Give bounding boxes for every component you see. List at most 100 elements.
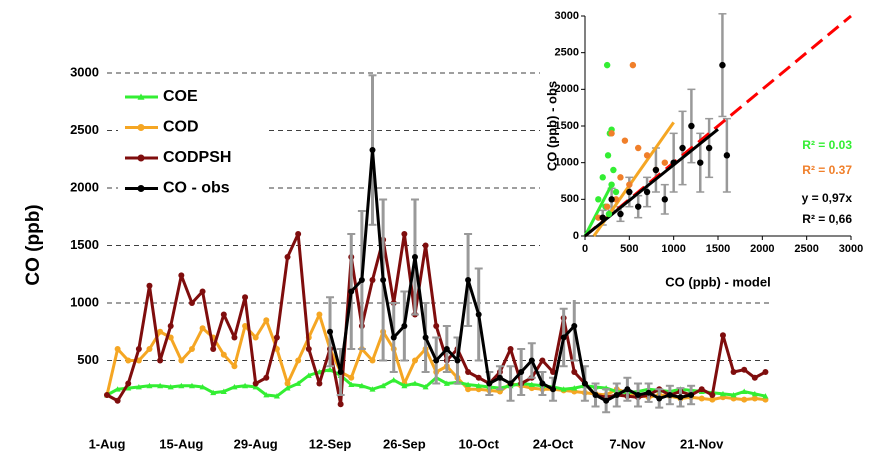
data-point: [146, 282, 153, 289]
data-point: [422, 242, 429, 249]
data-point: [114, 397, 121, 404]
data-point: [571, 369, 578, 375]
scatter-point: [617, 210, 624, 218]
x-tick-label: 21-Nov: [680, 436, 724, 451]
legend-marker: [137, 154, 145, 162]
data-point: [571, 323, 578, 329]
scatter-point: [595, 214, 602, 221]
scatter-point: [661, 196, 668, 203]
data-point: [454, 357, 461, 364]
data-point: [167, 334, 174, 341]
scatter-point: [612, 188, 620, 196]
data-point: [465, 386, 472, 393]
data-point: [295, 231, 302, 237]
data-point: [178, 382, 185, 389]
data-point: [252, 380, 259, 387]
x-tick-label: 1000: [661, 243, 685, 255]
data-point: [741, 396, 748, 403]
legend-label: CODPSH: [163, 149, 231, 166]
x-tick-label: 1-Aug: [89, 436, 126, 451]
data-point: [443, 346, 450, 352]
data-point: [613, 392, 620, 398]
data-point: [242, 382, 249, 389]
data-point: [178, 272, 185, 279]
data-point: [114, 346, 121, 352]
annotation: R² = 0,66: [802, 212, 852, 226]
data-point: [539, 380, 546, 387]
data-point: [422, 334, 429, 341]
data-point: [263, 317, 270, 324]
scatter-point: [621, 137, 629, 144]
data-point: [635, 392, 641, 398]
data-point: [666, 392, 673, 398]
data-point: [242, 323, 249, 329]
data-point: [433, 357, 440, 364]
x-tick-label: 3000: [839, 243, 863, 255]
scatter-point: [595, 196, 602, 203]
x-tick-label: 0: [582, 243, 588, 255]
data-point: [719, 390, 726, 397]
data-point: [348, 374, 355, 381]
y-tick-label: 500: [561, 193, 579, 205]
x-tick-label: 10-Oct: [458, 436, 499, 451]
data-point: [645, 389, 652, 396]
scatter-point: [608, 181, 615, 188]
data-point: [369, 147, 376, 154]
data-point: [560, 386, 567, 392]
scatter-point: [610, 166, 617, 174]
data-point: [273, 393, 280, 399]
data-point: [677, 394, 684, 401]
data-point: [698, 386, 705, 393]
data-point: [507, 346, 514, 352]
data-point: [125, 385, 132, 391]
scatter-point: [599, 174, 606, 181]
fit-line: [583, 183, 613, 237]
data-point: [199, 325, 206, 332]
data-point: [475, 374, 482, 381]
data-point: [751, 374, 758, 381]
data-point: [730, 369, 737, 375]
data-point: [146, 382, 153, 389]
scatter-point: [605, 210, 613, 218]
data-point: [337, 369, 344, 375]
scatter-point: [626, 181, 633, 188]
data-point: [220, 388, 227, 394]
annotation: y = 0,97x: [802, 191, 853, 205]
data-point: [751, 395, 758, 402]
data-point: [146, 346, 153, 352]
data-point: [550, 386, 557, 393]
data-point: [188, 300, 195, 306]
x-tick-label: 29-Aug: [234, 436, 278, 451]
data-point: [571, 385, 578, 391]
data-point: [709, 396, 716, 403]
data-point: [411, 254, 418, 260]
fit-line: [584, 14, 852, 238]
data-point: [167, 323, 174, 329]
data-point: [560, 334, 567, 341]
data-point: [401, 382, 408, 389]
legend-marker: [137, 124, 145, 131]
x-tick-label: 7-Nov: [609, 436, 646, 451]
data-point: [475, 311, 482, 318]
data-point: [273, 334, 280, 341]
legend-label: COE: [163, 88, 198, 105]
x-tick-label: 15-Aug: [159, 436, 203, 451]
y-tick-label: 2000: [555, 83, 579, 95]
data-point: [284, 380, 291, 387]
data-point: [592, 392, 599, 398]
scatter-point: [670, 159, 677, 166]
data-point: [762, 393, 769, 399]
data-point: [528, 357, 535, 364]
data-point: [167, 383, 174, 390]
data-point: [316, 369, 323, 375]
data-point: [327, 366, 334, 373]
y-tick-label: 2000: [70, 179, 99, 194]
data-point: [581, 380, 588, 387]
data-point: [157, 382, 164, 389]
scatter-point: [635, 144, 642, 152]
scatter-point: [643, 188, 651, 196]
data-point: [199, 383, 206, 390]
data-point: [199, 288, 206, 295]
data-point: [411, 380, 418, 386]
y-tick-label: 500: [77, 352, 99, 367]
